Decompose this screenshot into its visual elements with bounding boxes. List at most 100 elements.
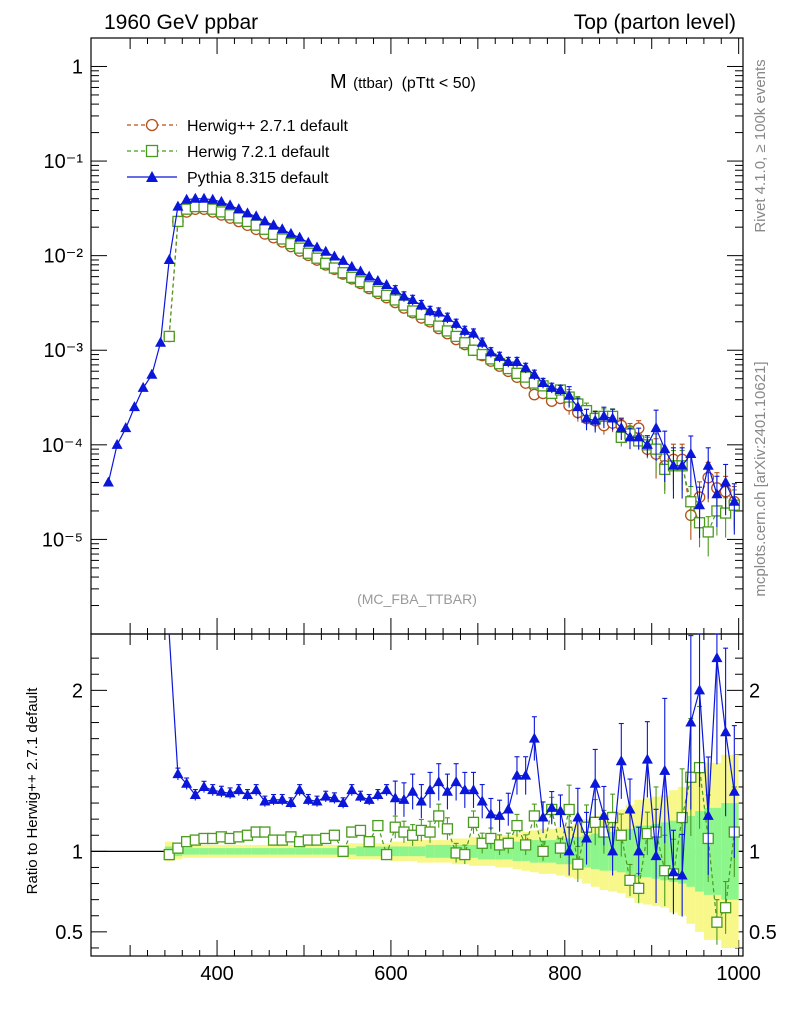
pythia-point [276, 223, 288, 234]
ratio-pythia-point [641, 753, 653, 764]
pythia-point [146, 368, 158, 379]
plot-title-main: M [330, 71, 347, 93]
ratio-herwig7-point [563, 803, 575, 816]
band-green-bin [417, 846, 426, 857]
ratio-series [163, 633, 740, 945]
band-green-bin [486, 843, 496, 860]
ratio-pythia-point [337, 797, 349, 808]
ratio-pythia-point [407, 785, 419, 796]
ratio-pythia-point [276, 793, 288, 804]
ratio-x-tick-label: 800 [548, 963, 581, 985]
ratio-pythia-point [589, 777, 601, 788]
herwig7-point [459, 337, 471, 349]
band-green-bin [208, 848, 218, 855]
ratio-pythia-point [354, 790, 366, 801]
pythia-point [381, 278, 393, 289]
ratio-y-tick-label-right: 0.5 [749, 922, 777, 944]
ratio-y-tick-label: 0.5 [55, 922, 83, 944]
band-green-bin [330, 848, 339, 855]
band-green-bin [356, 846, 365, 857]
ratio-pythia-point [494, 809, 506, 820]
band-green-bin [625, 828, 635, 874]
pythia-point [528, 368, 540, 379]
main-y-tick-label: 1 [72, 56, 83, 78]
pythia-point [372, 274, 384, 285]
ratio-pythia-point [702, 809, 714, 820]
band-green-bin [199, 848, 209, 855]
pythia-point [650, 422, 662, 433]
pythia-point [259, 215, 271, 226]
pythia-point [241, 207, 253, 218]
legend-herwig7-label: Herwig 7.2.1 default [187, 144, 330, 161]
band-green-bin [190, 848, 200, 855]
pythia-point [581, 412, 593, 423]
pythia-point [233, 203, 245, 214]
ratio-y-tick-label: 1 [72, 841, 83, 863]
ratio-pythia-point [441, 785, 453, 796]
ratio-herwig7-point [537, 845, 549, 857]
main-y-tick-label: 10⁻⁵ [42, 529, 83, 551]
plot-title-cut: (pTtt < 50) [402, 75, 476, 92]
ratio-pythia-point [607, 845, 619, 856]
ratio-pythia-point [268, 793, 280, 804]
pythia-point [563, 389, 575, 400]
band-green-bin [225, 848, 235, 855]
band-green-bin [286, 848, 296, 855]
ratio-x-tick-label: 1000 [716, 963, 761, 985]
ratio-pythia-point [728, 785, 740, 796]
band-green-bin [434, 844, 444, 858]
ratio-pythia-point [302, 793, 314, 804]
band-green-bin [686, 815, 696, 887]
ratio-pythia-point [389, 792, 401, 803]
ratio-pythia-point [476, 795, 488, 806]
ratio-pythia-point [615, 755, 627, 766]
ratio-herwig7-point [380, 848, 393, 861]
pythia-point [546, 381, 558, 392]
band-green-bin [590, 833, 600, 870]
ratio-y-tick-label: 2 [72, 680, 83, 702]
ratio-pythia-point [285, 797, 297, 808]
pythia-point [450, 317, 462, 328]
band-green-bin [321, 848, 331, 855]
ratio-pythia-point [328, 792, 340, 803]
ratio-x-tick-label: 600 [374, 963, 407, 985]
ratio-pythia-point [181, 777, 193, 788]
ratio-herwig7-point [589, 816, 601, 829]
ratio-herwig7-point [511, 819, 523, 832]
ratio-herwig7-point [337, 845, 349, 857]
ratio-pythia-point [624, 803, 636, 814]
pythia-point [302, 236, 314, 247]
pythia-point [728, 495, 740, 506]
pythia-point [294, 231, 306, 242]
process-label: Top (parton level) [574, 11, 736, 34]
pythia-point [468, 327, 480, 338]
mcplots-label: mcplots.cern.ch [arXiv:2401.10621] [752, 361, 769, 596]
band-green-bin [243, 848, 252, 855]
legend-pythia-label: Pythia 8.315 default [187, 170, 329, 187]
main-y-tick-label: 10⁻¹ [44, 151, 84, 173]
pythia-point [398, 290, 410, 301]
pythia-point [537, 377, 549, 388]
main-y-tick-label: 10⁻³ [44, 340, 84, 362]
pythia-point [459, 324, 471, 335]
ratio-pythia-point [415, 795, 427, 806]
ratio-pythia-point [598, 809, 610, 820]
ratio-pythia-point [711, 652, 723, 663]
ratio-pythia-point [311, 795, 323, 806]
band-green-bin [721, 803, 730, 900]
ratio-pythia-point [694, 684, 706, 695]
ratio-pythia-point [685, 716, 697, 727]
band-green-bin [260, 848, 270, 855]
pythia-point [485, 346, 497, 357]
pythia-point [702, 459, 714, 470]
band-green-bin [399, 846, 409, 857]
ratio-herwig7-point [528, 810, 541, 822]
ratio-herwig7-point [676, 811, 688, 824]
pythia-point [720, 476, 732, 487]
ratio-panel-frame [90, 633, 744, 957]
ratio-pythia-point [381, 784, 393, 795]
ratio-pythia-point [720, 726, 732, 737]
ratio-pythia-point [320, 790, 332, 801]
pythia-point [207, 193, 219, 204]
